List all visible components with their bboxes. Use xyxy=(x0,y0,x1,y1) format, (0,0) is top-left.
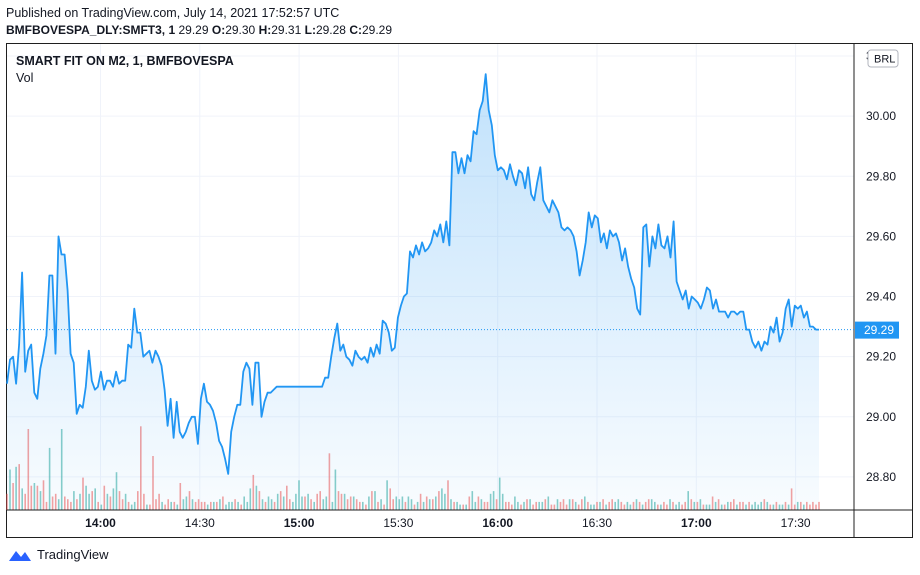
high-value: 29.31 xyxy=(271,23,302,37)
published-caption: Published on TradingView.com, July 14, 2… xyxy=(6,6,340,20)
x-tick-label: 15:00 xyxy=(284,516,315,530)
x-tick-label: 17:00 xyxy=(681,516,712,530)
y-tick-label: 29.00 xyxy=(866,410,896,424)
last-price-badge xyxy=(855,321,899,339)
series-title: SMART FIT ON M2, 1, BMFBOVESPA xyxy=(16,54,234,68)
high-label: H: xyxy=(258,23,272,37)
low-value: 29.28 xyxy=(315,23,346,37)
close-value: 29.29 xyxy=(362,23,393,37)
y-tick-label: 29.80 xyxy=(866,169,896,183)
x-tick-label: 16:30 xyxy=(582,516,612,530)
currency-badge[interactable] xyxy=(867,49,899,68)
y-tick-label: 29.40 xyxy=(866,290,896,304)
volume-legend-label: Vol xyxy=(16,71,34,85)
low-label: L: xyxy=(304,23,316,37)
footer-brand: TradingView xyxy=(37,547,109,562)
y-tick-label: 30.00 xyxy=(866,109,896,123)
tradingview-footer[interactable]: TradingView xyxy=(8,547,109,562)
x-tick-label: 14:30 xyxy=(185,516,215,530)
x-tick-label: 16:00 xyxy=(482,516,513,530)
y-tick-label: 28.80 xyxy=(866,470,896,484)
x-tick-label: 14:00 xyxy=(85,516,116,530)
tradingview-logo-icon xyxy=(9,550,31,561)
y-tick-label: 29.60 xyxy=(866,229,896,243)
y-tick-label: 29.20 xyxy=(866,350,896,364)
ohlc-header: BMFBOVESPA_DLY:SMFT3, 1 29.29 O:29.30 H:… xyxy=(6,23,392,37)
price-area-fill xyxy=(7,74,819,510)
close-label: C: xyxy=(349,23,362,37)
open-value: 29.30 xyxy=(225,23,256,37)
symbol-label: BMFBOVESPA_DLY:SMFT3, 1 xyxy=(6,23,176,37)
last-price: 29.29 xyxy=(178,23,209,37)
x-tick-label: 17:30 xyxy=(781,516,811,530)
price-line xyxy=(6,73,819,475)
chart-frame xyxy=(6,43,913,538)
open-label: O: xyxy=(211,23,226,37)
last-price-badge-label: 29.29 xyxy=(864,323,894,337)
x-tick-label: 15:30 xyxy=(383,516,413,530)
currency-badge-label: BRL xyxy=(874,54,895,66)
